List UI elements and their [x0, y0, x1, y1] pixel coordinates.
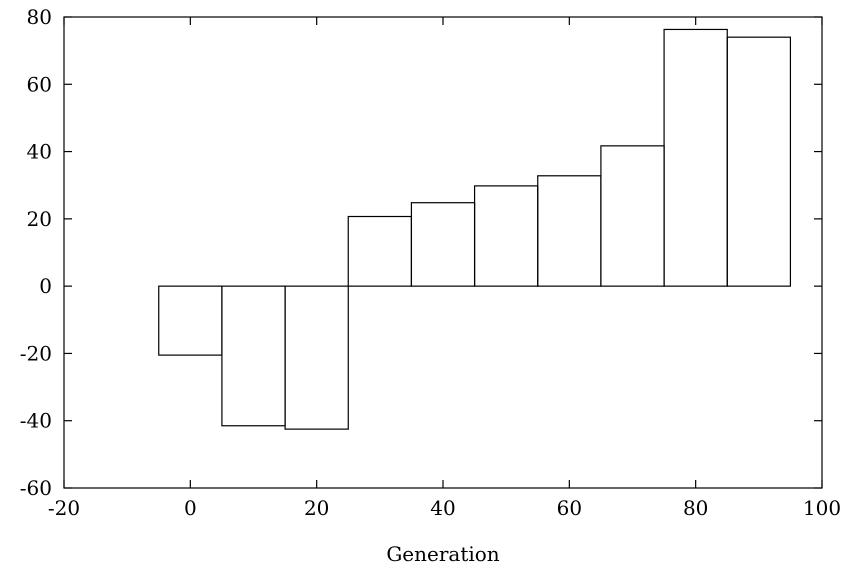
bar	[221, 285, 286, 427]
bars-group	[158, 28, 792, 430]
bar	[410, 202, 476, 287]
y-tick-label: -40	[20, 409, 52, 433]
x-tick-label: 100	[803, 496, 841, 520]
x-axis-label: Generation	[386, 542, 499, 566]
y-tick-labels: 80 60 40 20 0 -20 -40 -60	[20, 5, 52, 500]
y-tick-label: 40	[27, 140, 52, 164]
x-tick-label: 60	[557, 496, 582, 520]
y-tick-label: -20	[20, 341, 52, 365]
y-tick-label: -60	[20, 476, 52, 500]
y-tick-label: 0	[39, 274, 52, 298]
x-tick-label: 80	[683, 496, 708, 520]
y-tick-label: 80	[27, 5, 52, 29]
bar	[284, 285, 349, 430]
x-tick-label: 40	[430, 496, 455, 520]
bar	[537, 175, 602, 287]
y-tick-label: 20	[27, 207, 52, 231]
bar	[473, 185, 539, 287]
plot-frame	[63, 16, 823, 489]
x-tick-labels: -20 0 20 40 60 80 100	[48, 496, 841, 520]
ticks-group	[63, 16, 823, 489]
bar	[663, 28, 728, 287]
x-tick-label: 0	[184, 496, 197, 520]
y-tick-label: 60	[27, 72, 52, 96]
x-tick-label: -20	[48, 496, 80, 520]
x-tick-label: 20	[304, 496, 329, 520]
bar	[347, 215, 413, 287]
bar	[600, 145, 665, 287]
bar	[158, 285, 223, 356]
bar	[726, 36, 792, 287]
